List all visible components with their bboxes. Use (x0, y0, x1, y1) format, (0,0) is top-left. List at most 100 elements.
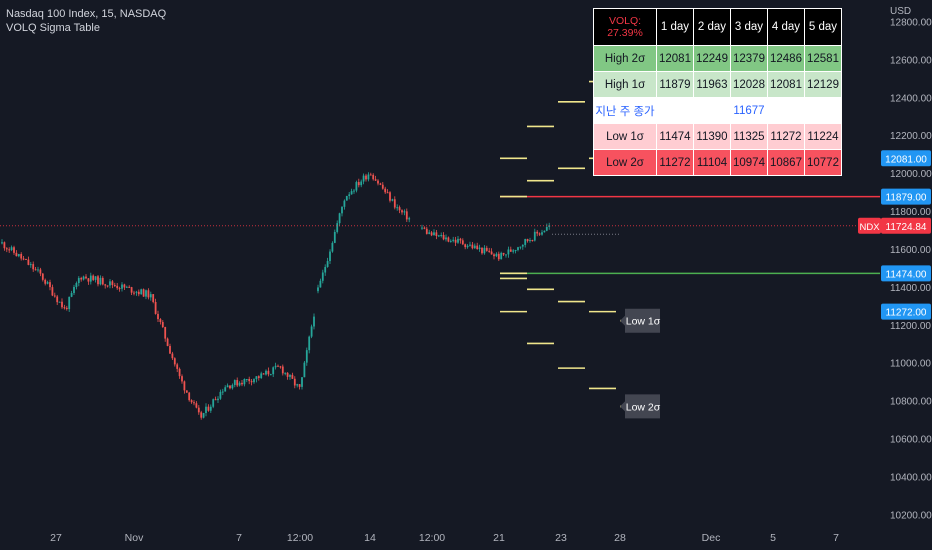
table-cell: 11677 (730, 97, 768, 124)
candle-body (121, 284, 123, 289)
table-cell: 11272 (656, 149, 694, 176)
sigma-table: VOLQ: 27.39% 1 day 2 day 3 day 4 day 5 day High… (593, 8, 842, 176)
current-price-badge-bg (881, 217, 931, 234)
candle-body (281, 366, 284, 374)
candle-body (331, 242, 334, 252)
candle-body (401, 210, 403, 213)
candle-body (389, 192, 391, 201)
candle-body (1, 242, 3, 244)
candle-body (238, 382, 241, 386)
candle-body (543, 230, 546, 233)
candle-body (135, 291, 138, 293)
candle-body (224, 387, 227, 392)
low-2sigma-badge-bg (881, 303, 931, 320)
candle-body (403, 211, 406, 213)
low-1sigma-tag-shape (620, 308, 660, 333)
table-cell: 11104 (693, 149, 731, 176)
row-label: Low 2σ (593, 149, 657, 176)
candle-body (350, 191, 353, 195)
candle-body (497, 253, 500, 260)
candle-body (509, 249, 512, 252)
candle-body (123, 284, 126, 288)
table-cell: 12581 (804, 45, 842, 72)
candle-body (32, 264, 35, 270)
candle-body (241, 382, 243, 385)
candle-body (384, 188, 387, 193)
volq-cell: VOLQ: 27.39% (593, 8, 657, 46)
column-header: 2 day (693, 8, 731, 46)
candle-body (142, 289, 145, 297)
candle-body (89, 275, 92, 282)
candle-body (149, 294, 152, 298)
candle-body (109, 281, 111, 286)
candle-body (137, 291, 140, 295)
candle-body (533, 231, 536, 241)
high-1sigma-badge-bg (881, 188, 931, 205)
volq-label: VOLQ: (608, 15, 642, 27)
candle-body (338, 213, 341, 224)
candle-body (262, 373, 265, 375)
candle-body (231, 384, 234, 389)
candle-body (197, 407, 200, 413)
candle-body (200, 412, 203, 418)
time-axis-tick: Dec (702, 532, 721, 544)
candle-body (51, 287, 54, 296)
candle-body (519, 246, 522, 248)
candle-body (159, 319, 162, 323)
candle-body (250, 381, 253, 383)
candle-body (236, 380, 239, 386)
candle-body (212, 399, 215, 407)
candle-body (214, 399, 217, 401)
candle-body (396, 207, 399, 209)
symbol-badge-bg (858, 217, 881, 234)
candle-body (101, 277, 104, 285)
candle-body (476, 245, 479, 250)
price-axis-tick: 11400.00 (890, 283, 931, 294)
candle-body (464, 244, 467, 248)
candle-body (5, 248, 8, 250)
table-cell: 11390 (693, 123, 731, 150)
candle-body (116, 285, 119, 289)
row-label: 지난 주 종가 (593, 97, 657, 124)
candle-body (377, 180, 379, 184)
indicator-title[interactable]: VOLQ Sigma Table (6, 22, 100, 34)
candle-body (87, 278, 90, 282)
column-header: 5 day (804, 8, 842, 46)
candle-body (286, 372, 289, 377)
candle-body (20, 254, 23, 259)
table-cell: 10867 (767, 149, 805, 176)
candle-body (80, 278, 83, 280)
candle-body (265, 370, 267, 375)
candle-body (345, 195, 348, 201)
candle-body (478, 247, 481, 250)
symbol-title[interactable]: Nasdaq 100 Index, 15, NASDAQ (6, 8, 167, 20)
candle-body (324, 266, 327, 273)
table-cell: 10772 (804, 149, 842, 176)
table-cell: 12081 (656, 45, 694, 72)
time-axis-tick: 7 (833, 532, 839, 544)
candle-body (15, 252, 18, 257)
candle-body (500, 252, 503, 260)
candle-body (157, 313, 159, 320)
candle-body (466, 245, 469, 248)
candle-body (507, 249, 510, 255)
price-axis-tick: 12200.00 (890, 131, 932, 142)
table-cell: 12379 (730, 45, 768, 72)
candle-body (17, 254, 20, 257)
candle-body (405, 211, 408, 220)
high-1sigma-badge: 11879.00 (886, 193, 927, 204)
candle-body (128, 286, 131, 288)
candle-body (298, 384, 301, 387)
candle-body (202, 413, 205, 418)
symbol-badge: NDX (859, 222, 880, 233)
price-axis-tick: 12600.00 (890, 55, 932, 66)
candle-body (473, 245, 476, 249)
candle-body (233, 380, 236, 385)
candle-body (428, 232, 431, 234)
candle-body (481, 247, 483, 254)
time-axis-tick: Nov (125, 532, 144, 544)
candle-body (3, 242, 6, 249)
candle-body (106, 285, 109, 287)
